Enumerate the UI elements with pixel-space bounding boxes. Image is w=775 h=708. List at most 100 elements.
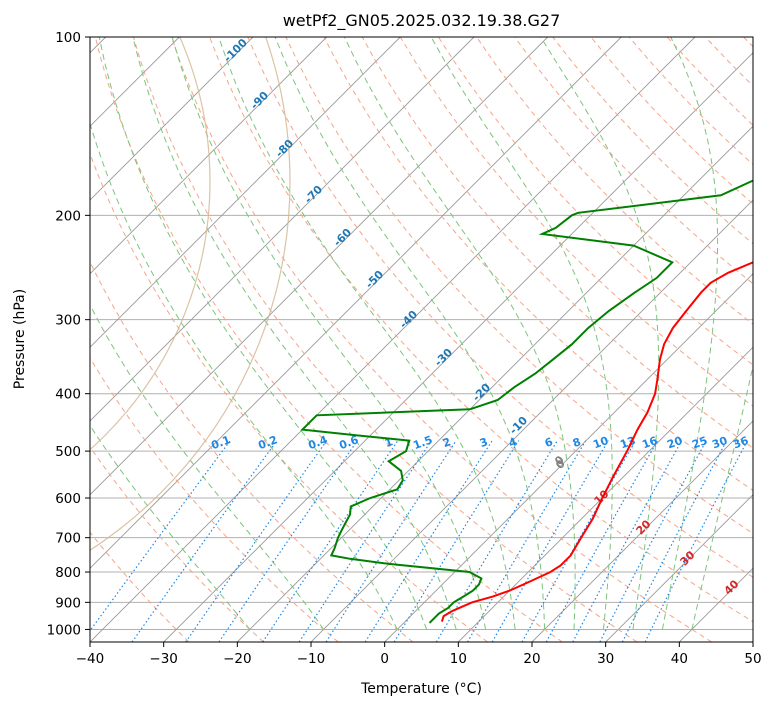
chart-title: wetPf2_GN05.2025.032.19.38.G27: [283, 11, 561, 31]
x-tick-label: −20: [223, 651, 252, 667]
mixing-ratio-line: [393, 440, 520, 642]
mixing-ratio-label: 0.2: [256, 433, 279, 452]
dry-adiabat-line: [132, 37, 638, 642]
moist-adiabat-line: [90, 121, 398, 630]
moist-adiabat-line: [274, 37, 546, 630]
moist-adiabat-line: [691, 363, 753, 630]
x-tick-label: −10: [297, 651, 326, 667]
isotherm-line: [90, 37, 254, 201]
mixing-ratio-line: [364, 440, 493, 642]
x-tick-label: 40: [671, 651, 688, 667]
dry-adiabat-line: [171, 37, 712, 642]
tan-curve: [90, 37, 291, 551]
mixing-ratio-label: 1: [383, 435, 395, 450]
temperature-profile: [440, 261, 753, 622]
mixing-ratio-label: 25: [690, 434, 709, 451]
y-tick-label: 700: [55, 531, 81, 547]
x-tick-label: −30: [149, 651, 178, 667]
x-axis-label: Temperature (°C): [360, 681, 482, 697]
mixing-ratio-line: [644, 440, 748, 642]
mixing-ratio-line: [545, 440, 659, 642]
plot-area: -100-90-80-70-60-50-40-30-20-1000.1 0.2 0.…: [90, 37, 753, 642]
y-tick-label: 300: [55, 313, 81, 329]
moist-adiabat-line: [661, 37, 719, 630]
mixing-ratio-label: 6: [543, 435, 555, 450]
isotherm-line: [90, 37, 696, 642]
moist-adiabat-line: [90, 424, 251, 630]
dry-adiabat-line: [361, 37, 753, 449]
moist-adiabat-line: [218, 37, 516, 630]
mixing-ratio-line: [491, 440, 609, 642]
mixing-ratio-line: [572, 440, 683, 642]
isotherm-line: [90, 37, 328, 275]
dry-adiabat-line: [399, 37, 753, 407]
y-axis-label: Pressure (hPa): [12, 289, 28, 389]
mixing-ratio-label: 2: [441, 435, 453, 450]
moist-adiabat-line: [540, 37, 660, 630]
mixing-ratio-label: 1.5: [411, 433, 434, 452]
x-tick-label: 10: [450, 651, 467, 667]
mixing-ratio-line: [185, 440, 328, 642]
mixing-ratio-line: [262, 440, 399, 642]
mixing-ratio-label: 0.1: [209, 433, 232, 452]
mixing-ratio-label: 0.4: [306, 433, 329, 452]
x-axis-ticks: −40 −30 −20 −10 0 10 20 30 40 50: [76, 642, 762, 667]
y-tick-label: 1000: [47, 622, 81, 638]
dry-adiabat-line: [90, 531, 190, 642]
mixing-ratio-label: 4: [507, 435, 519, 450]
dry-adiabat-line: [247, 37, 753, 578]
dry-adiabat-line: [94, 37, 563, 642]
isotherm-gridlines: [90, 37, 753, 642]
y-tick-label: 500: [55, 444, 81, 460]
mixing-ratio-line: [90, 440, 231, 632]
mixing-ratio-line: [298, 440, 432, 642]
y-tick-label: 800: [55, 565, 81, 581]
mixing-ratio-label: 0.6: [337, 433, 360, 452]
dry-adiabat-line: [90, 446, 264, 642]
mixing-ratio-label: 20: [665, 434, 684, 452]
mixing-ratio-label: 3: [478, 435, 490, 450]
dry-adiabat-line: [90, 260, 414, 642]
x-tick-label: 0: [380, 651, 389, 667]
dry-adiabat-line: [209, 37, 753, 623]
y-tick-label: 400: [55, 387, 81, 403]
moist-adiabat-line: [430, 37, 613, 630]
moist-adiabat-line: [132, 37, 457, 630]
mixing-ratio-label: 30: [710, 434, 729, 452]
mixing-ratio-line: [521, 440, 637, 642]
mixing-ratio-label: 8: [571, 435, 583, 450]
moist-adiabat-line: [343, 37, 576, 630]
moist-adiabat-line: [90, 303, 325, 630]
isotherm-line: [90, 37, 475, 422]
isotherm-line: [236, 125, 753, 642]
mixing-ratio-line: [325, 440, 457, 642]
y-tick-label: 900: [55, 595, 81, 611]
y-tick-label: 100: [55, 30, 81, 46]
mixing-ratio-label: 10: [591, 434, 610, 452]
isotherm-line: [163, 52, 753, 642]
x-tick-label: 50: [744, 651, 761, 667]
dry-adiabats: [90, 37, 753, 642]
isotherm-line: [384, 273, 753, 642]
tan-curve: [90, 37, 211, 451]
isobar-gridlines: [90, 37, 753, 630]
plot-frame: [89, 36, 754, 643]
tan-reference-curves: [90, 37, 291, 551]
mixing-ratio-line: [466, 440, 587, 642]
mixing-ratio-label: 36: [731, 434, 750, 452]
mixing-ratio-lines: [90, 440, 748, 642]
mixing-ratio-line: [435, 440, 558, 642]
y-tick-label: 600: [55, 491, 81, 507]
y-tick-label: 200: [55, 208, 81, 224]
isotherm-line: [90, 37, 401, 348]
mixing-ratio-line: [131, 440, 278, 642]
sounding-profiles: [300, 179, 753, 624]
dry-adiabat-line: [514, 37, 753, 285]
isotherm-line: [605, 494, 753, 642]
moist-adiabats: [90, 37, 753, 630]
isotherm-line: [90, 37, 622, 569]
dry-adiabat-line: [90, 152, 488, 642]
dewpoint-profile: [300, 179, 753, 624]
x-tick-label: 20: [523, 651, 540, 667]
